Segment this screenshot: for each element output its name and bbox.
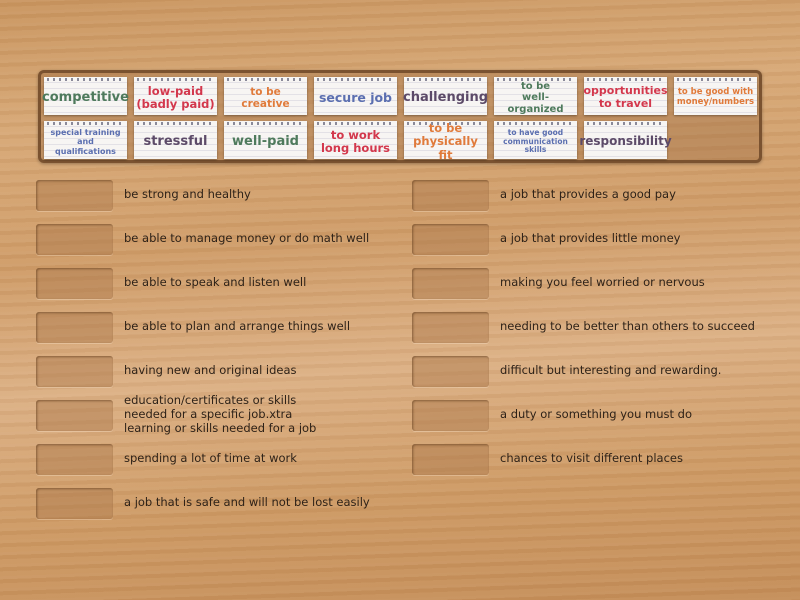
drop-slot[interactable]: [36, 268, 113, 299]
drop-slot[interactable]: [36, 488, 113, 519]
word-card-label: stressful: [143, 133, 208, 149]
word-card[interactable]: to be creative: [224, 77, 307, 115]
word-card[interactable]: to work long hours: [314, 121, 397, 159]
word-card[interactable]: challenging: [402, 77, 489, 115]
word-card-label: special training and qualifications: [50, 128, 121, 156]
definition-text: education/certificates or skills needed …: [124, 393, 317, 435]
definition-text: difficult but interesting and rewarding.: [500, 363, 722, 377]
word-card[interactable]: special training and qualifications: [44, 121, 127, 159]
drop-slot[interactable]: [36, 356, 113, 387]
drop-slot[interactable]: [412, 180, 489, 211]
word-card[interactable]: to be well-organized: [494, 77, 577, 115]
word-card[interactable]: to be good with money/numbers: [674, 77, 757, 115]
word-card-label: well-paid: [232, 133, 299, 149]
word-card-label: challenging: [402, 89, 489, 105]
word-card[interactable]: well-paid: [224, 121, 307, 159]
drop-slot[interactable]: [36, 180, 113, 211]
drop-slot[interactable]: [412, 224, 489, 255]
definition-text: be able to speak and listen well: [124, 275, 307, 289]
word-card[interactable]: opportunities to travel: [583, 77, 668, 115]
word-card[interactable]: secure job: [314, 77, 397, 115]
word-card-label: responsibility: [579, 134, 672, 149]
word-card-label: low-paid (badly paid): [136, 83, 215, 111]
word-card-label: to have good communication skills: [503, 128, 568, 155]
drop-slot[interactable]: [36, 312, 113, 343]
definition-text: spending a lot of time at work: [124, 451, 297, 465]
definition-text: a duty or something you must do: [500, 407, 692, 421]
word-card[interactable]: low-paid (badly paid): [134, 77, 217, 115]
word-card-label: to be good with money/numbers: [676, 87, 755, 107]
word-card-label: to be creative: [241, 85, 290, 110]
word-card-label: opportunities to travel: [583, 84, 668, 110]
word-card[interactable]: responsibility: [579, 121, 672, 159]
word-card-label: to be physically fit: [413, 121, 478, 162]
definition-text: needing to be better than others to succ…: [500, 319, 755, 333]
word-card[interactable]: stressful: [134, 121, 217, 159]
drop-slot[interactable]: [36, 224, 113, 255]
definition-text: be able to manage money or do math well: [124, 231, 370, 245]
definition-text: having new and original ideas: [124, 363, 297, 377]
word-card[interactable]: to have good communication skills: [494, 121, 577, 159]
drop-slot[interactable]: [412, 312, 489, 343]
word-card-label: to work long hours: [320, 127, 391, 155]
definition-text: a job that provides little money: [500, 231, 681, 245]
word-card-label: competitive: [42, 89, 129, 105]
word-card-label: secure job: [318, 89, 393, 105]
definition-text: making you feel worried or nervous: [500, 275, 705, 289]
drop-slot[interactable]: [412, 356, 489, 387]
word-card[interactable]: competitive: [42, 77, 129, 115]
definition-text: chances to visit different places: [500, 451, 683, 465]
drop-slot[interactable]: [412, 400, 489, 431]
definition-text: be strong and healthy: [124, 187, 251, 201]
drop-slot[interactable]: [36, 400, 113, 431]
definition-text: a job that is safe and will not be lost …: [124, 495, 370, 509]
drop-slot[interactable]: [36, 444, 113, 475]
drop-slot[interactable]: [412, 444, 489, 475]
definition-text: a job that provides a good pay: [500, 187, 676, 201]
definition-text: be able to plan and arrange things well: [124, 319, 351, 333]
word-card-label: to be well-organized: [507, 80, 564, 115]
drop-slot[interactable]: [412, 268, 489, 299]
word-card[interactable]: to be physically fit: [404, 121, 487, 162]
